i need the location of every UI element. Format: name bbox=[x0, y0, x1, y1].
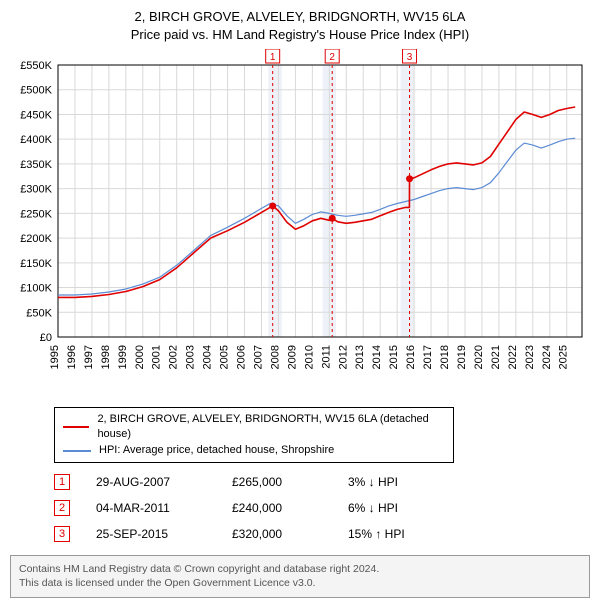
legend-swatch bbox=[63, 426, 89, 428]
chart: £0 £50K £100K £150K £200K £250K £300K £350K £400… bbox=[10, 49, 590, 399]
events-table: 1 29-AUG-2007 £265,000 3% ↓ HPI 2 04-MAR-2011… bbox=[54, 469, 590, 547]
svg-text:2008: 2008 bbox=[269, 345, 281, 369]
legend-swatch bbox=[63, 450, 91, 452]
event-hpi-delta: 6% ↓ HPI bbox=[348, 501, 458, 515]
svg-text:2021: 2021 bbox=[490, 345, 502, 369]
svg-text:2: 2 bbox=[329, 52, 335, 63]
title-line-2: Price paid vs. HM Land Registry's House … bbox=[131, 27, 469, 42]
footer-attribution: Contains HM Land Registry data © Crown c… bbox=[10, 555, 590, 597]
svg-text:2023: 2023 bbox=[524, 345, 536, 369]
event-hpi-delta: 3% ↓ HPI bbox=[348, 475, 458, 489]
svg-text:2019: 2019 bbox=[456, 345, 468, 369]
svg-text:£550K: £550K bbox=[20, 60, 52, 72]
svg-text:£500K: £500K bbox=[20, 85, 52, 97]
legend-label: 2, BIRCH GROVE, ALVELEY, BRIDGNORTH, WV1… bbox=[97, 412, 445, 443]
svg-text:2000: 2000 bbox=[134, 345, 146, 369]
svg-text:2006: 2006 bbox=[236, 345, 248, 369]
svg-text:3: 3 bbox=[407, 52, 413, 63]
svg-text:£300K: £300K bbox=[20, 184, 52, 196]
chart-svg: £0 £50K £100K £150K £200K £250K £300K £350K £400… bbox=[10, 49, 590, 399]
svg-text:2012: 2012 bbox=[337, 345, 349, 369]
event-hpi-delta: 15% ↑ HPI bbox=[348, 527, 458, 541]
svg-text:1995: 1995 bbox=[49, 345, 61, 369]
footer-line-2: This data is licensed under the Open Gov… bbox=[19, 577, 316, 589]
svg-text:1: 1 bbox=[270, 52, 276, 63]
svg-text:2010: 2010 bbox=[303, 345, 315, 369]
legend-label: HPI: Average price, detached house, Shro… bbox=[99, 443, 334, 458]
event-price: £240,000 bbox=[232, 501, 322, 515]
svg-text:£350K: £350K bbox=[20, 159, 52, 171]
svg-text:£400K: £400K bbox=[20, 134, 52, 146]
event-badge: 1 bbox=[54, 474, 70, 490]
svg-text:2017: 2017 bbox=[422, 345, 434, 369]
event-date: 25-SEP-2015 bbox=[96, 527, 206, 541]
event-price: £320,000 bbox=[232, 527, 322, 541]
svg-text:£100K: £100K bbox=[20, 283, 52, 295]
event-date: 04-MAR-2011 bbox=[96, 501, 206, 515]
event-badge: 3 bbox=[54, 526, 70, 542]
svg-text:2014: 2014 bbox=[371, 345, 383, 369]
event-badge: 2 bbox=[54, 500, 70, 516]
svg-text:2009: 2009 bbox=[286, 345, 298, 369]
svg-text:2003: 2003 bbox=[185, 345, 197, 369]
svg-text:2024: 2024 bbox=[541, 345, 553, 369]
svg-text:2013: 2013 bbox=[354, 345, 366, 369]
title-line-1: 2, BIRCH GROVE, ALVELEY, BRIDGNORTH, WV1… bbox=[135, 9, 466, 24]
event-row: 1 29-AUG-2007 £265,000 3% ↓ HPI bbox=[54, 469, 590, 495]
chart-title: 2, BIRCH GROVE, ALVELEY, BRIDGNORTH, WV1… bbox=[10, 8, 590, 43]
svg-text:2020: 2020 bbox=[473, 345, 485, 369]
svg-text:2016: 2016 bbox=[405, 345, 417, 369]
svg-text:£250K: £250K bbox=[20, 208, 52, 220]
legend-item: HPI: Average price, detached house, Shro… bbox=[63, 443, 445, 458]
svg-text:1996: 1996 bbox=[66, 345, 78, 369]
event-row: 3 25-SEP-2015 £320,000 15% ↑ HPI bbox=[54, 521, 590, 547]
event-row: 2 04-MAR-2011 £240,000 6% ↓ HPI bbox=[54, 495, 590, 521]
svg-text:2005: 2005 bbox=[219, 345, 231, 369]
svg-text:1999: 1999 bbox=[117, 345, 129, 369]
svg-text:£200K: £200K bbox=[20, 233, 52, 245]
svg-text:2018: 2018 bbox=[439, 345, 451, 369]
svg-text:2002: 2002 bbox=[168, 345, 180, 369]
svg-text:£50K: £50K bbox=[26, 307, 52, 319]
svg-text:1998: 1998 bbox=[100, 345, 112, 369]
event-price: £265,000 bbox=[232, 475, 322, 489]
svg-text:£150K: £150K bbox=[20, 258, 52, 270]
legend-item: 2, BIRCH GROVE, ALVELEY, BRIDGNORTH, WV1… bbox=[63, 412, 445, 443]
chart-container: { "title_line1": "2, BIRCH GROVE, ALVELE… bbox=[0, 0, 600, 608]
svg-text:2001: 2001 bbox=[151, 345, 163, 369]
event-date: 29-AUG-2007 bbox=[96, 475, 206, 489]
svg-text:1997: 1997 bbox=[83, 345, 95, 369]
legend: 2, BIRCH GROVE, ALVELEY, BRIDGNORTH, WV1… bbox=[54, 407, 454, 463]
svg-text:2015: 2015 bbox=[388, 345, 400, 369]
svg-text:2011: 2011 bbox=[320, 345, 332, 369]
svg-text:2007: 2007 bbox=[252, 345, 264, 369]
footer-line-1: Contains HM Land Registry data © Crown c… bbox=[19, 563, 379, 575]
svg-text:£0: £0 bbox=[40, 332, 52, 344]
svg-text:2022: 2022 bbox=[507, 345, 519, 369]
svg-text:2004: 2004 bbox=[202, 345, 214, 369]
svg-text:2025: 2025 bbox=[558, 345, 570, 369]
svg-text:£450K: £450K bbox=[20, 110, 52, 122]
